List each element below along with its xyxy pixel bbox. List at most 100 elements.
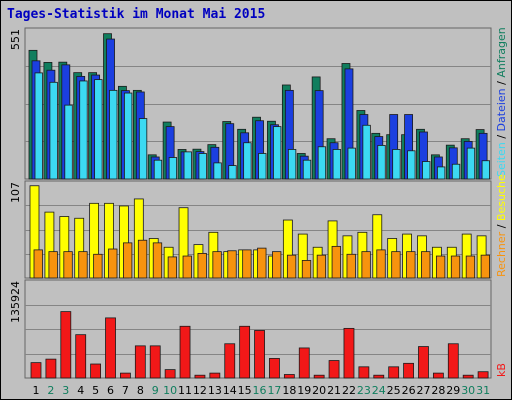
hits-legend: Seiten / Dateien / Anfragen: [495, 27, 508, 177]
kb-bar: [149, 345, 161, 379]
rechner-bar: [346, 253, 356, 279]
seiten-bar: [124, 92, 133, 180]
seiten-bar: [79, 80, 88, 180]
legend-separator: /: [495, 221, 508, 232]
visits-panel-ymax-label: 107: [9, 182, 22, 203]
x-tick-label: 20: [312, 384, 326, 397]
kb-bar: [432, 372, 444, 379]
seiten-bar: [138, 118, 148, 180]
kb-bar: [75, 334, 87, 379]
seiten-bar: [243, 142, 252, 180]
seiten-bar: [481, 160, 490, 180]
kb-bar: [358, 366, 370, 379]
seiten-bar: [466, 147, 476, 180]
seiten-bar: [183, 151, 192, 180]
x-tick-label: 7: [122, 384, 129, 397]
seiten-bar: [64, 104, 73, 180]
rechner-bar: [391, 251, 401, 279]
rechner-bar: [361, 251, 371, 279]
kb-bar: [224, 343, 236, 379]
seiten-bar: [407, 150, 416, 180]
seiten-bar: [377, 145, 386, 180]
kb-bar: [298, 347, 310, 379]
rechner-bar: [272, 251, 282, 279]
rechner-bar: [137, 239, 148, 279]
legend-besuche: Besuche: [495, 174, 508, 221]
rechner-bar: [480, 254, 490, 279]
rechner-bar: [421, 251, 431, 279]
rechner-bar: [63, 251, 73, 279]
rechner-bar: [212, 251, 222, 279]
x-tick-label: 22: [342, 384, 356, 397]
seiten-bar: [302, 159, 312, 180]
kb-bar: [209, 372, 221, 379]
x-tick-label: 13: [208, 384, 222, 397]
x-tick-label: 16: [253, 384, 267, 397]
kb-bar: [343, 327, 355, 379]
rechner-bar: [435, 255, 446, 279]
rechner-bar: [286, 254, 297, 279]
rechner-bar: [450, 255, 461, 279]
x-tick-label: 19: [297, 384, 311, 397]
x-tick-label: 12: [193, 384, 207, 397]
seiten-bar: [109, 89, 118, 180]
visits-legend: Rechner / Besuche: [495, 174, 508, 277]
kb-bar: [194, 374, 206, 379]
seiten-bar: [392, 149, 401, 180]
seiten-bar: [362, 124, 371, 180]
x-tick-label: 29: [446, 384, 460, 397]
x-tick-label: 5: [92, 384, 99, 397]
rechner-bar: [227, 250, 237, 279]
rechner-bar: [33, 249, 43, 279]
x-tick-label: 27: [416, 384, 430, 397]
rechner-bar: [316, 254, 327, 279]
rechner-bar: [257, 247, 267, 279]
kb-bar: [447, 343, 459, 379]
rechner-bar: [48, 251, 58, 279]
x-tick-label: 4: [77, 384, 84, 397]
rechner-bar: [465, 255, 476, 279]
seiten-bar: [317, 146, 327, 180]
rechner-bar: [123, 242, 133, 279]
seiten-bar: [49, 81, 58, 180]
x-tick-label: 10: [163, 384, 177, 397]
kb-bar: [283, 374, 295, 379]
kb-bar: [462, 374, 474, 379]
kb-bar: [269, 358, 280, 379]
x-tick-label: 26: [402, 384, 416, 397]
x-tick-label: 24: [372, 384, 386, 397]
x-tick-label: 18: [282, 384, 296, 397]
x-tick-label: 14: [223, 384, 237, 397]
x-tick-label: 30: [461, 384, 475, 397]
kb-bar: [134, 345, 146, 379]
kb-bar: [239, 325, 251, 379]
seiten-bar: [273, 126, 282, 180]
traffic-panel-ymax-label: 135924: [9, 281, 22, 323]
seiten-bar: [258, 153, 267, 180]
rechner-bar: [301, 260, 312, 279]
kb-bar: [164, 369, 176, 379]
kb-bar: [179, 325, 191, 379]
legend-rechner: Rechner: [495, 231, 508, 277]
seiten-bar: [347, 147, 356, 180]
traffic-legend: kB: [495, 363, 508, 377]
x-tick-label: 9: [152, 384, 159, 397]
kb-bar: [60, 311, 72, 379]
x-tick-label: 8: [137, 384, 144, 397]
seiten-bar: [228, 165, 237, 180]
x-tick-label: 23: [357, 384, 371, 397]
kb-bar: [90, 363, 102, 379]
seiten-bar: [94, 79, 103, 180]
seiten-bar: [168, 157, 178, 180]
seiten-bar: [332, 149, 341, 180]
kb-bar: [477, 371, 489, 379]
rechner-bar: [182, 255, 192, 279]
seiten-bar: [287, 149, 297, 180]
x-tick-label: 28: [431, 384, 445, 397]
rechner-bar: [108, 248, 118, 279]
x-tick-label: 31: [476, 384, 490, 397]
x-tick-label: 21: [327, 384, 341, 397]
rechner-bar: [167, 256, 178, 279]
seiten-bar: [198, 153, 207, 180]
